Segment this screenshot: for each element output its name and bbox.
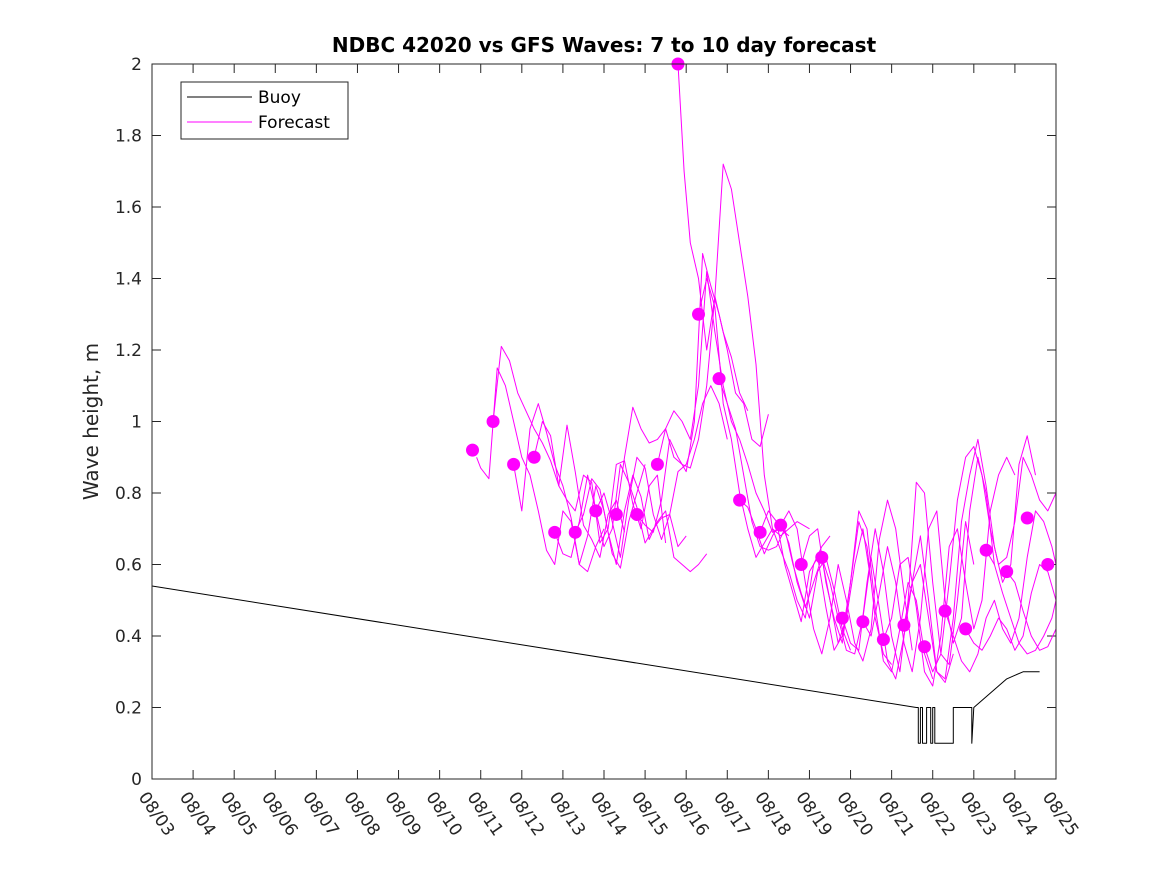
- forecast-series-line: [944, 510, 1056, 673]
- forecast-series-line: [636, 253, 769, 533]
- forecast-marker: [568, 525, 582, 539]
- forecast-series-line: [513, 403, 646, 569]
- axes-box: [151, 63, 1057, 780]
- series-layer: [152, 63, 1056, 744]
- y-axis-title: Wave height, m: [79, 343, 103, 500]
- legend-label-buoy: Buoy: [258, 88, 301, 108]
- forecast-marker: [589, 504, 603, 518]
- y-tick-label: 0.6: [115, 556, 142, 576]
- forecast-marker: [774, 518, 788, 532]
- legend: Buoy Forecast: [180, 81, 349, 140]
- forecast-marker: [630, 507, 644, 521]
- y-tick-label: 1.2: [115, 341, 142, 361]
- y-tick-label: 0.8: [115, 484, 142, 504]
- forecast-marker: [753, 525, 767, 539]
- forecast-series-line: [533, 421, 667, 544]
- y-tick-label: 1.6: [115, 198, 142, 218]
- forecast-marker: [938, 604, 952, 618]
- y-tick-label: 0.4: [115, 627, 142, 647]
- forecast-marker: [609, 507, 623, 521]
- forecast-series-line: [821, 556, 954, 683]
- forecast-marker: [876, 633, 890, 647]
- forecast-marker: [1041, 558, 1055, 571]
- buoy-series-line: [152, 585, 1040, 744]
- forecast-series-line: [985, 549, 1056, 655]
- y-tick-label: 0: [131, 770, 142, 790]
- forecast-series-line: [841, 481, 975, 673]
- legend-label-forecast: Forecast: [258, 113, 330, 133]
- forecast-marker: [959, 622, 973, 636]
- forecast-series-line: [903, 435, 1036, 680]
- forecast-marker: [918, 640, 932, 654]
- forecast-marker: [507, 457, 521, 471]
- forecast-marker: [650, 457, 664, 471]
- forecast-marker: [733, 493, 747, 507]
- forecast-marker: [486, 415, 500, 428]
- forecast-marker: [692, 307, 706, 321]
- forecast-series-line: [656, 270, 790, 537]
- forecast-marker: [979, 543, 993, 557]
- forecast-marker: [466, 443, 480, 457]
- forecast-marker: [856, 615, 870, 629]
- forecast-marker: [548, 525, 562, 539]
- forecast-marker: [712, 372, 726, 386]
- forecast-series-line: [1006, 571, 1056, 651]
- markers-layer: [466, 57, 1055, 654]
- forecast-series-line: [965, 564, 1056, 651]
- forecast-series-line: [677, 63, 810, 537]
- forecast-series-line: [739, 499, 872, 644]
- forecast-series-line: [882, 456, 1016, 687]
- forecast-marker: [1020, 511, 1034, 525]
- y-tick-label: 1: [131, 413, 142, 433]
- forecast-marker: [1000, 565, 1014, 579]
- chart-title: NDBC 42020 vs GFS Waves: 7 to 10 day for…: [332, 33, 877, 57]
- y-tick-label: 0.2: [115, 699, 142, 719]
- y-tick-label: 2: [131, 55, 142, 75]
- forecast-marker: [897, 618, 911, 632]
- forecast-series-line: [574, 474, 708, 573]
- y-tick-label: 1.8: [115, 127, 142, 147]
- forecast-marker: [527, 450, 541, 464]
- legend-box: [180, 81, 349, 140]
- forecast-marker: [794, 558, 808, 571]
- y-tick-label: 1.4: [115, 270, 142, 290]
- forecast-series-line: [862, 456, 995, 673]
- forecast-marker: [835, 611, 849, 625]
- forecast-marker: [815, 550, 829, 564]
